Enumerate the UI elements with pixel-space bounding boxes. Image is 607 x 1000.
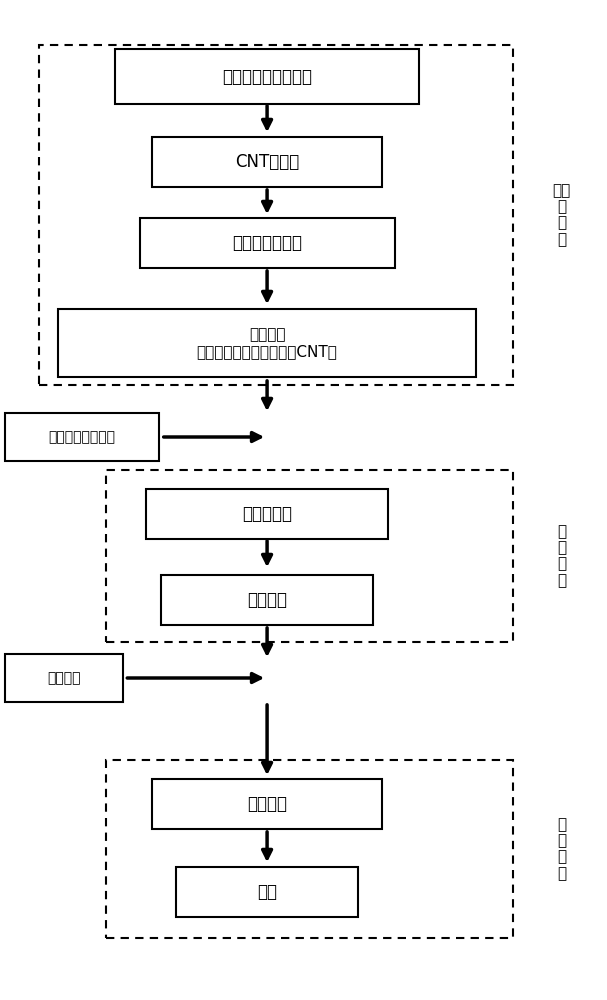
Bar	[161, 575, 373, 625]
Bar	[176, 867, 358, 917]
Text: 在基板上设置框架: 在基板上设置框架	[49, 430, 115, 444]
Bar	[4, 654, 123, 702]
Text: 减压干燥: 减压干燥	[247, 591, 287, 609]
Text: 微
细
加
工: 微 细 加 工	[557, 817, 566, 881]
Text: 取下框架: 取下框架	[47, 671, 81, 685]
Bar	[140, 218, 395, 268]
Bar	[115, 49, 419, 104]
Bar	[146, 489, 388, 539]
Bar	[106, 470, 513, 642]
Text: 超声波分散处理: 超声波分散处理	[232, 234, 302, 252]
Text: 冲洗: 冲洗	[257, 883, 277, 901]
Bar	[58, 309, 476, 377]
Text: 分散
液
调
制: 分散 液 调 制	[552, 183, 571, 247]
Text: 离心操作
（除去杂质、分散不良的CNT）: 离心操作 （除去杂质、分散不良的CNT）	[197, 327, 337, 359]
Bar	[5, 413, 159, 461]
Bar	[152, 779, 382, 829]
Text: 掩模曝光: 掩模曝光	[247, 795, 287, 813]
Text: CNT的混合: CNT的混合	[235, 153, 299, 171]
Text: 浇铸分散液: 浇铸分散液	[242, 505, 292, 523]
Text: 薄
膜
形
成: 薄 膜 形 成	[557, 524, 566, 588]
Bar	[152, 137, 382, 187]
Bar	[39, 45, 513, 385]
Text: 分散剂水溶液的调制: 分散剂水溶液的调制	[222, 68, 312, 86]
Bar	[106, 760, 513, 938]
